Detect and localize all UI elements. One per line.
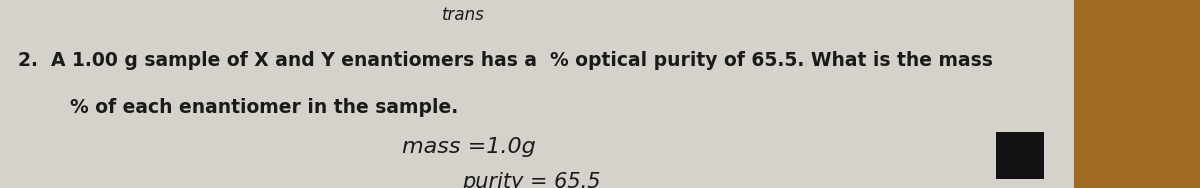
Bar	[0, 0, 1074, 188]
Text: purity = 65.5: purity = 65.5	[462, 172, 600, 188]
Text: trans: trans	[442, 6, 485, 24]
Text: % of each enantiomer in the sample.: % of each enantiomer in the sample.	[18, 98, 458, 117]
Text: mass =1.0g: mass =1.0g	[402, 137, 535, 157]
Bar	[1074, 0, 1200, 188]
Text: 2.  A 1.00 g sample of X and Y enantiomers has a  % optical purity of 65.5. What: 2. A 1.00 g sample of X and Y enantiomer…	[18, 51, 992, 70]
Bar	[996, 132, 1044, 179]
